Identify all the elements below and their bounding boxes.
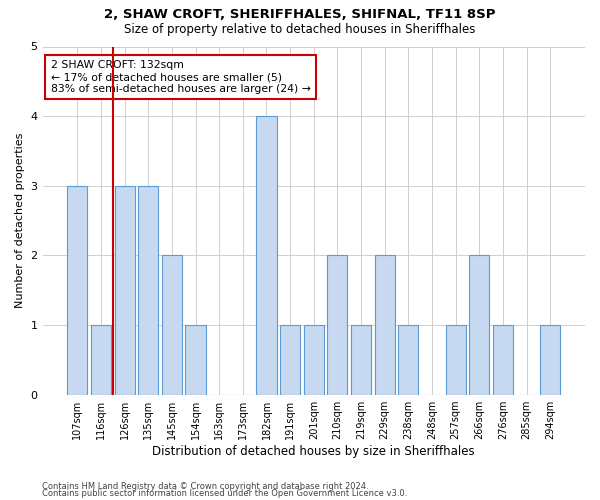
Bar — [304, 325, 324, 394]
Bar — [115, 186, 134, 394]
Text: Contains HM Land Registry data © Crown copyright and database right 2024.: Contains HM Land Registry data © Crown c… — [42, 482, 368, 491]
Bar — [162, 256, 182, 394]
Text: Size of property relative to detached houses in Sheriffhales: Size of property relative to detached ho… — [124, 22, 476, 36]
Bar — [185, 325, 206, 394]
Bar — [374, 256, 395, 394]
Bar — [280, 325, 300, 394]
Y-axis label: Number of detached properties: Number of detached properties — [15, 133, 25, 308]
Bar — [138, 186, 158, 394]
Bar — [91, 325, 111, 394]
Text: Contains public sector information licensed under the Open Government Licence v3: Contains public sector information licen… — [42, 490, 407, 498]
Bar — [398, 325, 418, 394]
Bar — [351, 325, 371, 394]
Bar — [469, 256, 490, 394]
Bar — [446, 325, 466, 394]
Bar — [256, 116, 277, 394]
Bar — [540, 325, 560, 394]
Text: 2, SHAW CROFT, SHERIFFHALES, SHIFNAL, TF11 8SP: 2, SHAW CROFT, SHERIFFHALES, SHIFNAL, TF… — [104, 8, 496, 20]
X-axis label: Distribution of detached houses by size in Sheriffhales: Distribution of detached houses by size … — [152, 444, 475, 458]
Bar — [67, 186, 88, 394]
Bar — [328, 256, 347, 394]
Text: 2 SHAW CROFT: 132sqm
← 17% of detached houses are smaller (5)
83% of semi-detach: 2 SHAW CROFT: 132sqm ← 17% of detached h… — [50, 60, 311, 94]
Bar — [493, 325, 513, 394]
